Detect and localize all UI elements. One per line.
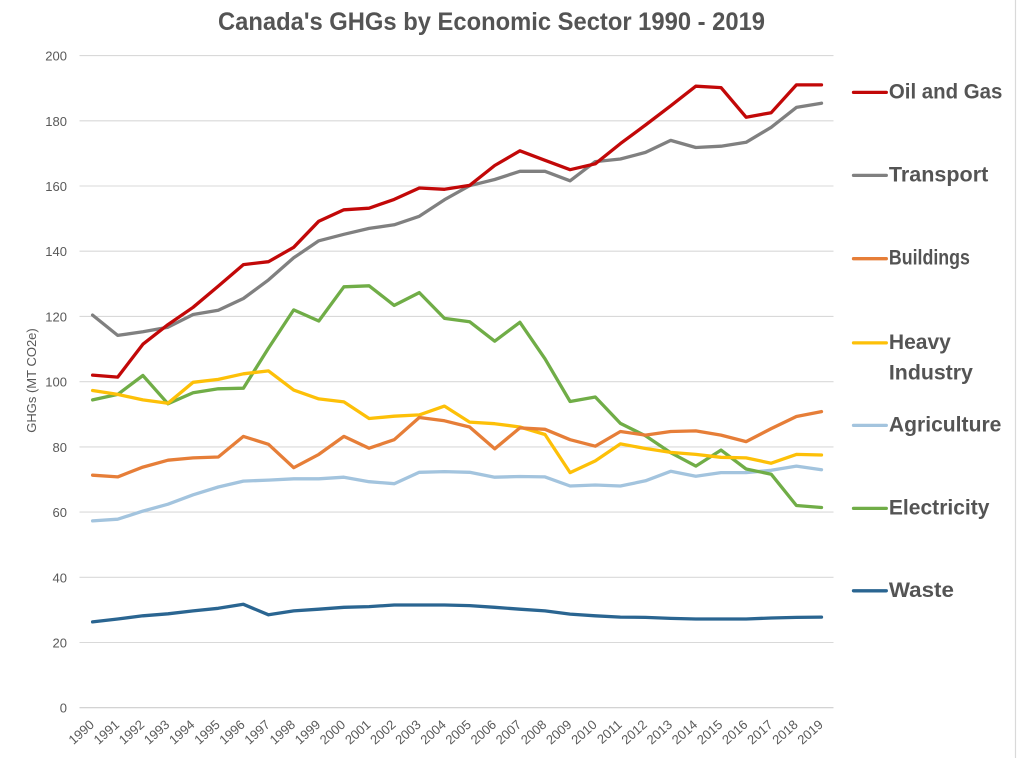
svg-text:Oil and Gas: Oil and Gas — [889, 80, 1003, 103]
svg-text:200: 200 — [45, 49, 67, 64]
svg-text:180: 180 — [45, 114, 67, 129]
svg-text:100: 100 — [45, 375, 67, 390]
svg-text:Canada's GHGs by Economic Sect: Canada's GHGs by Economic Sector 1990 - … — [218, 8, 765, 36]
svg-text:Electricity: Electricity — [889, 496, 990, 519]
svg-text:Buildings: Buildings — [889, 247, 970, 270]
svg-text:120: 120 — [45, 309, 67, 324]
svg-text:160: 160 — [45, 179, 67, 194]
svg-text:40: 40 — [53, 570, 67, 585]
svg-text:140: 140 — [45, 244, 67, 259]
svg-text:Waste: Waste — [889, 579, 954, 602]
svg-text:0: 0 — [60, 701, 67, 716]
svg-text:Heavy: Heavy — [889, 331, 951, 354]
svg-text:Transport: Transport — [889, 163, 988, 186]
svg-text:80: 80 — [53, 440, 67, 455]
svg-text:Agriculture: Agriculture — [889, 413, 1002, 436]
svg-text:GHGs (MT CO2e): GHGs (MT CO2e) — [24, 328, 39, 433]
svg-text:60: 60 — [53, 505, 67, 520]
svg-text:Industry: Industry — [889, 362, 973, 385]
svg-text:20: 20 — [53, 636, 67, 651]
